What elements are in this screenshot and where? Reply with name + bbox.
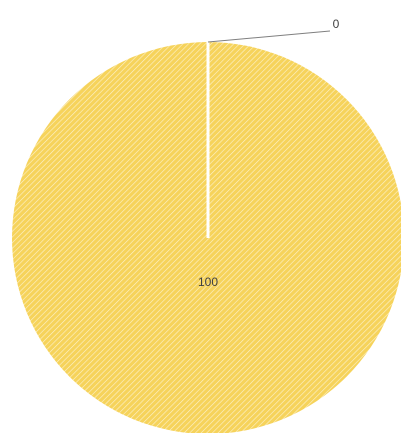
data-label: 0	[333, 17, 340, 31]
pie-slices	[12, 42, 401, 434]
data-label: 100	[198, 275, 218, 289]
leader-line	[207, 30, 331, 43]
data-labels: 100 0	[198, 17, 340, 289]
